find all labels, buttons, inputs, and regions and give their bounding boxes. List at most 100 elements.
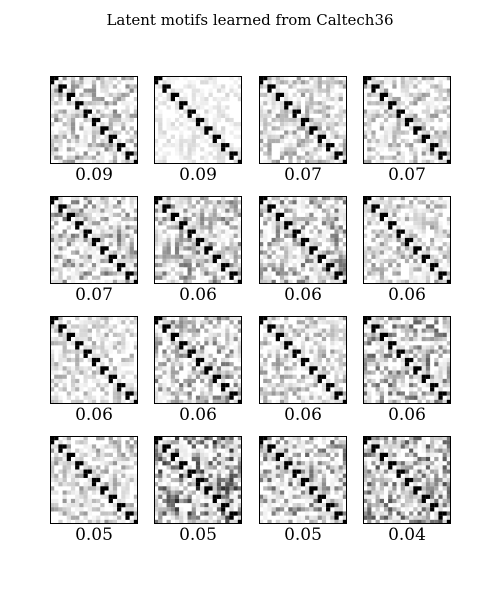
heatmap-cell (442, 88, 447, 93)
heatmap-cell (271, 237, 276, 243)
heatmap-cell (208, 387, 213, 392)
heatmap-cell (379, 263, 384, 268)
heatmap-cell (413, 196, 418, 201)
heatmap-cell (334, 80, 339, 85)
heatmap-cell (208, 507, 213, 512)
heatmap-cell (446, 279, 451, 284)
heatmap-cell (334, 336, 339, 342)
heatmap-cell (383, 452, 389, 457)
heatmap-cell (313, 452, 318, 457)
heatmap-cell (125, 267, 130, 272)
heatmap-cell (275, 436, 280, 441)
heatmap-cell (233, 229, 238, 234)
heatmap-cell (170, 498, 175, 504)
heatmap-cell (191, 130, 196, 135)
heatmap-cell (208, 246, 213, 251)
heatmap-cell (195, 196, 201, 201)
heatmap-cell (392, 383, 397, 388)
heatmap-cell (58, 143, 63, 148)
heatmap-cell (183, 324, 188, 329)
heatmap-cell (87, 374, 92, 379)
heatmap-cell (129, 507, 134, 512)
heatmap-cell (396, 117, 401, 123)
heatmap-cell (305, 196, 310, 201)
heatmap-cell (208, 374, 213, 379)
heatmap-cell (334, 275, 339, 280)
heatmap-cell (430, 465, 435, 470)
heatmap-cell (117, 456, 122, 462)
heatmap-cell (321, 511, 327, 516)
heatmap-cell (421, 324, 426, 329)
heatmap-cell (363, 461, 368, 466)
heatmap-cell (263, 507, 268, 512)
heatmap-cell (121, 362, 126, 367)
heatmap-cell (442, 76, 447, 81)
heatmap-cell (200, 101, 205, 106)
heatmap-cell (309, 117, 314, 123)
heatmap-cell (125, 159, 130, 164)
heatmap-cell (54, 498, 59, 504)
heatmap-cell (309, 196, 314, 201)
heatmap-cell (313, 263, 318, 268)
heatmap-cell (375, 383, 380, 388)
heatmap-cell (50, 341, 55, 346)
heatmap-cell (191, 204, 196, 209)
heatmap-cell (434, 254, 439, 259)
heatmap-cell (371, 362, 376, 367)
heatmap-cell (162, 258, 167, 264)
heatmap-cell (100, 444, 105, 449)
heatmap-cell (342, 196, 347, 201)
heatmap-cell (174, 320, 180, 325)
heatmap-cell (237, 461, 242, 466)
heatmap-cell (446, 88, 451, 93)
heatmap-cell (58, 212, 63, 217)
heatmap-cell (367, 336, 372, 342)
heatmap-cell (54, 196, 59, 201)
heatmap-cell (191, 143, 196, 148)
heatmap-cell (326, 138, 331, 144)
heatmap-cell (133, 515, 138, 520)
heatmap-cell (174, 341, 180, 346)
heatmap-cell (434, 109, 439, 114)
heatmap-cell (342, 138, 347, 144)
heatmap-cell (288, 101, 293, 106)
heatmap-cell (83, 444, 88, 449)
heatmap-cell (54, 279, 59, 284)
heatmap-cell (83, 246, 88, 251)
heatmap-cell (117, 242, 122, 247)
heatmap-cell (342, 263, 347, 268)
heatmap-cell (321, 494, 327, 499)
heatmap-cell (200, 126, 205, 131)
heatmap-cell (330, 212, 335, 217)
heatmap-cell (313, 498, 318, 504)
heatmap-cell (195, 507, 201, 512)
heatmap-cell (91, 155, 97, 160)
heatmap-cell (313, 357, 318, 363)
heatmap-cell (96, 473, 101, 478)
heatmap-cell (104, 465, 109, 470)
heatmap-cell (66, 395, 71, 400)
heatmap-cell (179, 208, 184, 213)
heatmap-cell (313, 88, 318, 93)
heatmap-cell (133, 221, 138, 226)
heatmap-cell (292, 208, 297, 213)
heatmap-cell (388, 349, 393, 354)
heatmap-cell (367, 362, 372, 367)
heatmap-cell (183, 155, 188, 160)
motif-panel: 0.05 (154, 436, 242, 546)
heatmap-cell (216, 237, 222, 243)
heatmap-cell (121, 336, 126, 342)
heatmap-cell (154, 204, 159, 209)
heatmap-cell (309, 383, 314, 388)
heatmap-cell (104, 391, 109, 396)
heatmap-cell (129, 503, 134, 508)
heatmap-cell (396, 254, 401, 259)
heatmap-cell (191, 498, 196, 504)
heatmap-cell (342, 84, 347, 89)
heatmap-cell (216, 374, 222, 379)
heatmap-cell (334, 328, 339, 333)
heatmap-cell (434, 374, 439, 379)
heatmap-cell (275, 271, 280, 276)
heatmap-cell (271, 212, 276, 217)
